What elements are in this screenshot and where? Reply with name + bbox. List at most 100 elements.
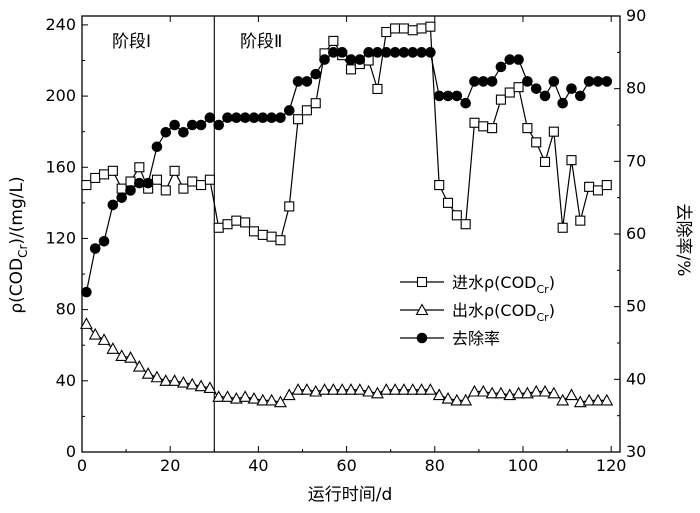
data-point — [573, 395, 587, 408]
data-point — [98, 169, 110, 180]
data-point — [575, 90, 586, 102]
data-point — [310, 68, 322, 80]
data-point — [362, 384, 376, 397]
data-point — [601, 180, 612, 191]
data-point — [90, 172, 101, 183]
data-point — [441, 391, 455, 404]
data-point — [425, 47, 436, 58]
data-point — [151, 174, 163, 185]
y-tick-label: 0 — [66, 442, 76, 461]
data-point — [407, 25, 418, 36]
y2-tick-label: 80 — [626, 79, 646, 98]
data-point — [134, 177, 145, 189]
data-point — [415, 383, 428, 395]
data-point — [326, 383, 340, 395]
data-point — [450, 393, 464, 406]
legend: 进水ρ(CODCr)出水ρ(CODCr)去除率 — [400, 273, 555, 348]
data-point — [275, 235, 286, 246]
data-point — [204, 174, 215, 185]
data-point — [222, 219, 233, 230]
data-point — [345, 54, 357, 65]
data-point — [213, 222, 224, 233]
data-point — [591, 393, 605, 406]
data-point — [178, 183, 189, 194]
data-point — [115, 349, 129, 361]
data-point — [256, 393, 270, 406]
x-axis-label: 运行时间/d — [308, 485, 393, 505]
data-point — [486, 76, 498, 87]
data-point — [151, 141, 163, 153]
data-point — [381, 26, 392, 38]
data-point — [185, 377, 199, 390]
data-point — [81, 180, 92, 191]
data-point — [134, 162, 145, 173]
data-point — [266, 112, 277, 124]
data-point — [504, 54, 516, 65]
y-tick-label: 80 — [56, 300, 76, 319]
y2-tick-label: 90 — [626, 6, 646, 25]
x-tick-label: 60 — [336, 456, 356, 475]
data-point — [88, 327, 102, 340]
data-point — [451, 90, 463, 102]
data-point — [442, 197, 454, 208]
y-tick-label: 200 — [45, 86, 76, 105]
data-point — [478, 121, 489, 132]
y2-axis-label: 去除率/% — [673, 204, 693, 277]
data-point — [336, 47, 348, 58]
data-point — [548, 76, 560, 87]
data-point — [539, 90, 551, 102]
data-point — [213, 119, 225, 131]
data-point — [530, 83, 542, 94]
data-point — [212, 390, 226, 402]
data-point — [283, 105, 295, 116]
y-axis-label-main: ρ(COD — [7, 258, 27, 314]
y-axis-label-sub: Cr — [16, 244, 30, 257]
data-point — [495, 94, 506, 105]
data-point — [150, 370, 164, 383]
series-1 — [81, 21, 612, 246]
data-point — [169, 119, 180, 131]
x-tick-label: 80 — [425, 456, 445, 475]
data-point — [459, 393, 473, 406]
data-point — [221, 390, 234, 402]
data-point — [433, 90, 445, 102]
data-point — [520, 386, 534, 399]
data-point — [487, 123, 498, 134]
axis-ticks: 0 20 40 60 80 100 120 0 40 80 120 160 200 240 30 40 50 60… — [45, 6, 646, 475]
x-tick-label: 20 — [160, 456, 180, 475]
legend-marker — [416, 332, 428, 344]
data-point — [257, 112, 269, 124]
y2-tick-label: 40 — [626, 369, 646, 388]
data-point — [132, 359, 146, 372]
data-point — [335, 383, 349, 395]
data-point — [293, 114, 304, 125]
data-point — [345, 64, 357, 75]
data-point — [397, 383, 411, 395]
data-point — [229, 391, 243, 404]
data-point — [203, 381, 217, 393]
data-point — [310, 98, 321, 109]
y2-tick-label: 30 — [626, 442, 646, 461]
legend-entry-1: 进水ρ(CODCr) — [452, 273, 555, 296]
data-point — [141, 367, 155, 379]
data-point — [583, 76, 595, 87]
data-point — [434, 180, 445, 191]
series-2 — [79, 317, 614, 408]
data-point — [240, 217, 251, 228]
data-point — [566, 83, 577, 94]
legend-sub: Cr — [537, 283, 550, 296]
data-point — [379, 383, 393, 395]
data-point — [477, 76, 489, 87]
data-point — [557, 97, 568, 109]
legend-marker — [415, 303, 429, 316]
data-point — [592, 185, 604, 196]
data-point — [557, 222, 568, 233]
legend-entry-2: 出水ρ(CODCr) — [452, 301, 555, 324]
data-point — [248, 112, 260, 124]
data-point — [565, 388, 578, 401]
data-point — [81, 286, 92, 298]
data-point — [107, 199, 119, 211]
data-point — [407, 47, 419, 58]
data-point — [389, 47, 401, 58]
data-point — [239, 112, 251, 124]
